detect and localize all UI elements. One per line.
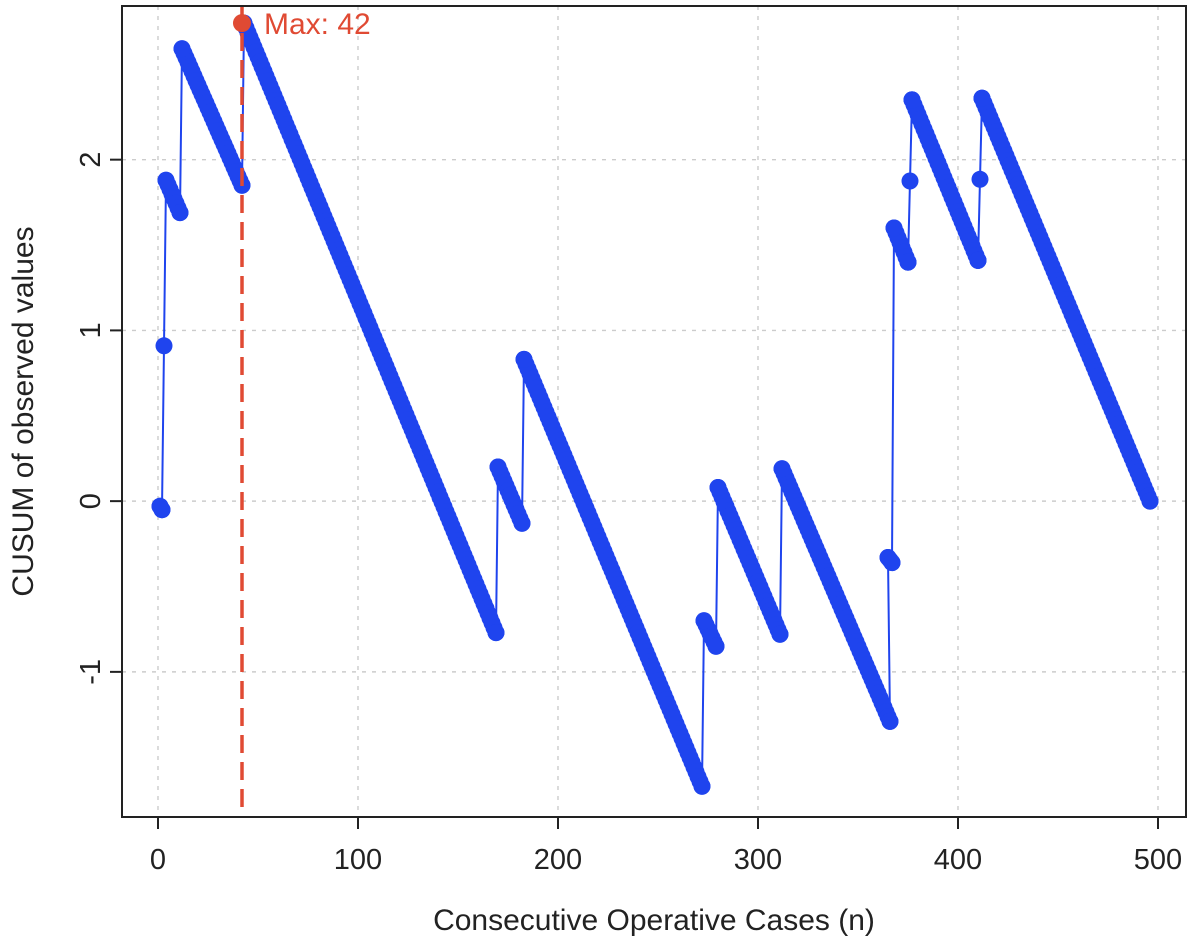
y-tick-label: 2 [75,152,107,168]
x-axis-title: Consecutive Operative Cases (n) [433,904,875,937]
series-point [515,350,533,368]
series-point [901,172,919,190]
series-point [155,337,173,355]
series-point [971,170,989,188]
y-tick-label: 1 [75,322,107,338]
x-tick-label: 100 [334,844,382,876]
y-tick-label: -1 [75,659,107,685]
x-tick-label: 300 [734,844,782,876]
y-tick-label: 0 [75,493,107,509]
y-axis: -1 0 1 2 [75,152,122,685]
series-point [693,777,711,795]
max-label: Max: 42 [264,8,371,41]
series-point [969,251,987,269]
series-point [153,501,171,519]
series-point [773,460,791,478]
series-point [171,204,189,222]
series-point [489,458,507,476]
series-point [173,40,191,58]
series-layer [151,14,1159,795]
series-point [1141,492,1159,510]
series-point [157,171,175,189]
x-axis: 0 100 200 300 400 500 [150,817,1182,876]
max-point-marker [233,14,251,33]
x-tick-label: 0 [150,844,166,876]
annotation-layer: Max: 42 [233,6,371,817]
series-point [881,712,899,730]
series-point [903,91,921,109]
series-point [899,253,917,271]
x-tick-label: 200 [534,844,582,876]
y-axis-title: CUSUM of observed values [7,226,40,596]
series-point [513,514,531,532]
series-point [885,219,903,237]
x-tick-label: 500 [1134,844,1182,876]
series-point [883,554,901,572]
plot-frame [121,5,1187,818]
series-point [707,637,725,655]
series-point [695,612,713,630]
series-point [771,625,789,643]
series-point [973,89,991,107]
series-point [487,624,505,642]
series-point [709,479,727,496]
x-tick-label: 400 [934,844,982,876]
